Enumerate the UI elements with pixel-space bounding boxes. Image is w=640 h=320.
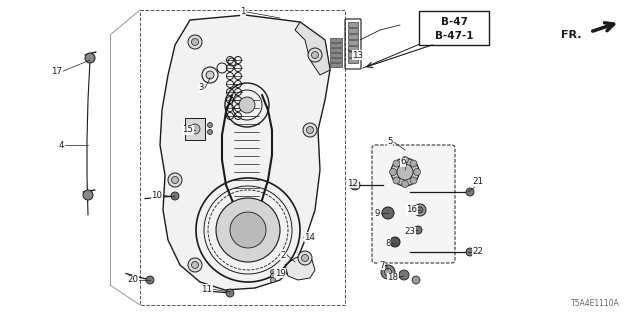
Text: 15: 15 [182, 125, 193, 134]
Circle shape [393, 160, 400, 167]
Bar [330, 43, 342, 46]
Circle shape [303, 123, 317, 137]
Text: 11: 11 [202, 284, 212, 293]
Circle shape [312, 52, 319, 59]
Text: 20: 20 [127, 276, 138, 284]
Polygon shape [160, 15, 330, 290]
Text: 6: 6 [400, 157, 406, 166]
Circle shape [466, 248, 474, 256]
Circle shape [390, 169, 397, 175]
Circle shape [301, 254, 308, 261]
Text: 10: 10 [152, 190, 163, 199]
Circle shape [412, 276, 420, 284]
Bar [348, 40, 358, 44]
Circle shape [191, 261, 198, 268]
Text: 3: 3 [198, 84, 204, 92]
Circle shape [401, 180, 408, 188]
Circle shape [168, 173, 182, 187]
Circle shape [85, 53, 95, 63]
Text: 2: 2 [280, 251, 285, 260]
Polygon shape [295, 22, 330, 75]
Bar [330, 38, 342, 42]
Polygon shape [285, 255, 315, 280]
Text: 8: 8 [385, 238, 391, 247]
Circle shape [393, 177, 400, 184]
Circle shape [382, 207, 394, 219]
Circle shape [414, 226, 422, 234]
Circle shape [413, 169, 420, 175]
Circle shape [307, 126, 314, 133]
Circle shape [188, 258, 202, 272]
Circle shape [410, 160, 417, 167]
Bar [330, 48, 342, 52]
Circle shape [206, 71, 214, 79]
Text: 12: 12 [348, 179, 358, 188]
Circle shape [391, 158, 419, 186]
Text: 16: 16 [406, 205, 417, 214]
Circle shape [397, 164, 413, 180]
Polygon shape [185, 118, 205, 140]
Bar [330, 53, 342, 57]
Circle shape [216, 198, 280, 262]
Text: FR.: FR. [561, 30, 582, 40]
Bar [348, 34, 358, 38]
Text: 18: 18 [387, 274, 399, 283]
Circle shape [188, 35, 202, 49]
Circle shape [271, 277, 275, 283]
Text: 9: 9 [374, 209, 380, 218]
Bar [348, 52, 358, 57]
Bar [348, 46, 358, 51]
Text: 23: 23 [404, 228, 415, 236]
Text: 21: 21 [472, 178, 483, 187]
Circle shape [172, 177, 179, 183]
Text: 7: 7 [380, 260, 385, 269]
Circle shape [190, 124, 200, 134]
FancyBboxPatch shape [419, 11, 489, 45]
Circle shape [414, 204, 426, 216]
Circle shape [207, 123, 212, 127]
Circle shape [466, 188, 474, 196]
Circle shape [83, 190, 93, 200]
Bar [330, 58, 342, 61]
Circle shape [417, 207, 423, 213]
Circle shape [171, 192, 179, 200]
Bar [330, 63, 342, 67]
Text: T5A4E1110A: T5A4E1110A [572, 299, 620, 308]
Text: 17: 17 [51, 68, 63, 76]
Circle shape [239, 97, 255, 113]
Bar [348, 58, 358, 62]
Text: 4: 4 [58, 140, 64, 149]
Circle shape [271, 269, 275, 275]
Circle shape [191, 38, 198, 45]
Circle shape [230, 212, 266, 248]
Circle shape [381, 265, 395, 279]
Text: 5: 5 [387, 138, 393, 147]
Circle shape [399, 270, 409, 280]
Circle shape [351, 181, 359, 189]
Circle shape [207, 130, 212, 134]
Text: B-47-1: B-47-1 [435, 31, 473, 41]
Text: 19: 19 [275, 268, 285, 277]
Text: 13: 13 [353, 51, 364, 60]
Circle shape [350, 180, 360, 190]
Text: B-47: B-47 [440, 17, 467, 27]
Circle shape [385, 268, 392, 276]
Bar [348, 28, 358, 33]
Circle shape [390, 237, 400, 247]
Text: 22: 22 [472, 247, 483, 257]
Circle shape [226, 289, 234, 297]
Text: 1: 1 [240, 7, 246, 17]
Circle shape [410, 177, 417, 184]
Circle shape [401, 156, 408, 164]
Text: 14: 14 [305, 233, 316, 242]
FancyBboxPatch shape [372, 145, 455, 263]
Circle shape [146, 276, 154, 284]
Circle shape [308, 48, 322, 62]
Circle shape [271, 274, 275, 278]
Circle shape [298, 251, 312, 265]
Bar [348, 22, 358, 27]
